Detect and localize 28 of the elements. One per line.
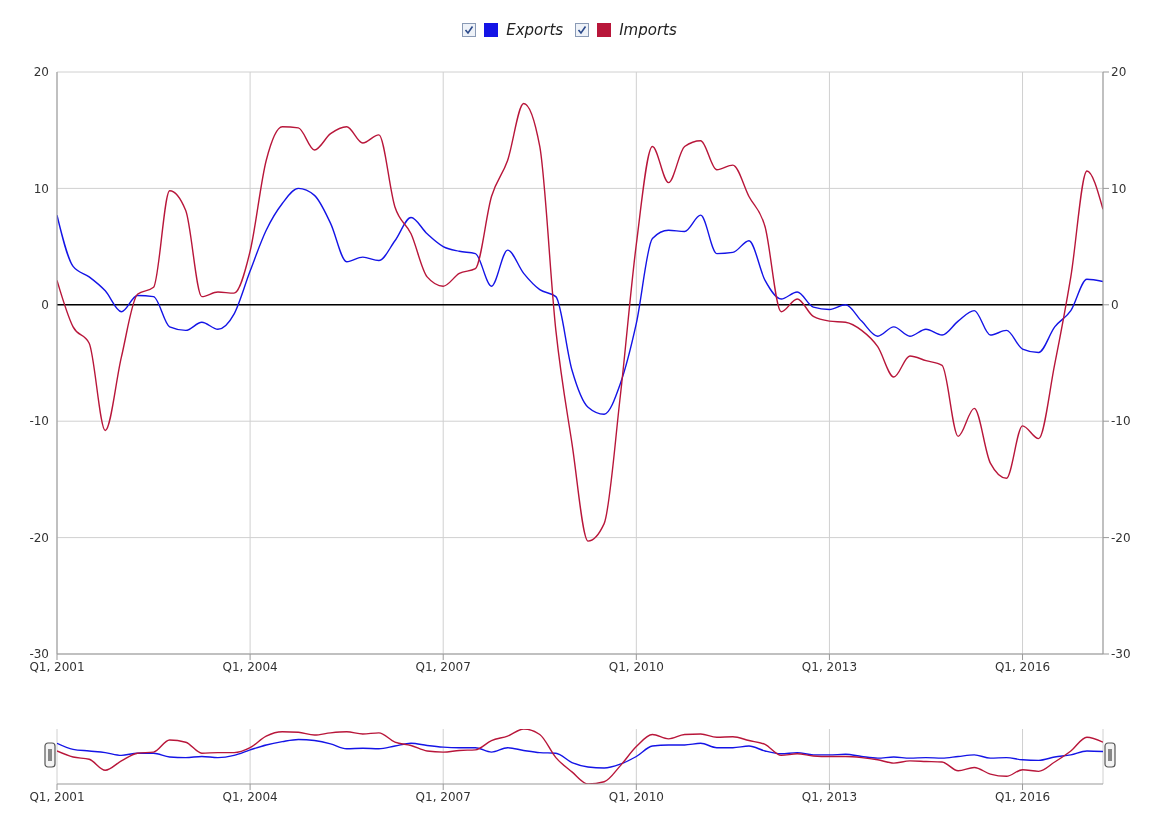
x-tick-label: Q1, 2001	[29, 659, 85, 674]
y2-tick-label: 20	[1111, 65, 1127, 80]
y2-tick-label: -20	[1111, 530, 1131, 545]
y-tick-label: -30	[29, 647, 49, 662]
y2-tick-label: -10	[1111, 414, 1131, 429]
y2-tick-label: -30	[1111, 647, 1131, 662]
legend-label: Imports	[619, 21, 677, 39]
x-tick-label: Q1, 2007	[415, 789, 471, 804]
y-tick-label: 10	[33, 181, 49, 196]
line-series	[57, 102, 1103, 542]
y-tick-label: 0	[41, 298, 49, 313]
x-tick-label: Q1, 2004	[222, 659, 278, 674]
x-tick-label: Q1, 2001	[29, 789, 85, 804]
x-tick-label: Q1, 2010	[608, 789, 664, 804]
x-tick-label: Q1, 2007	[415, 659, 471, 674]
legend-label: Exports	[506, 21, 564, 39]
y-tick-label: -10	[29, 414, 49, 429]
x-tick-label: Q1, 2004	[222, 789, 278, 804]
x-tick-label: Q1, 2013	[801, 659, 858, 674]
line-series	[57, 187, 1103, 415]
y-tick-label: 20	[33, 65, 49, 80]
x-tick-label: Q1, 2016	[994, 789, 1051, 804]
y2-tick-label: 0	[1111, 298, 1119, 313]
y2-tick-label: 10	[1111, 181, 1127, 196]
x-tick-label: Q1, 2010	[608, 659, 664, 674]
x-tick-label: Q1, 2016	[994, 659, 1051, 674]
y-tick-label: -20	[29, 530, 49, 545]
x-tick-label: Q1, 2013	[801, 789, 858, 804]
